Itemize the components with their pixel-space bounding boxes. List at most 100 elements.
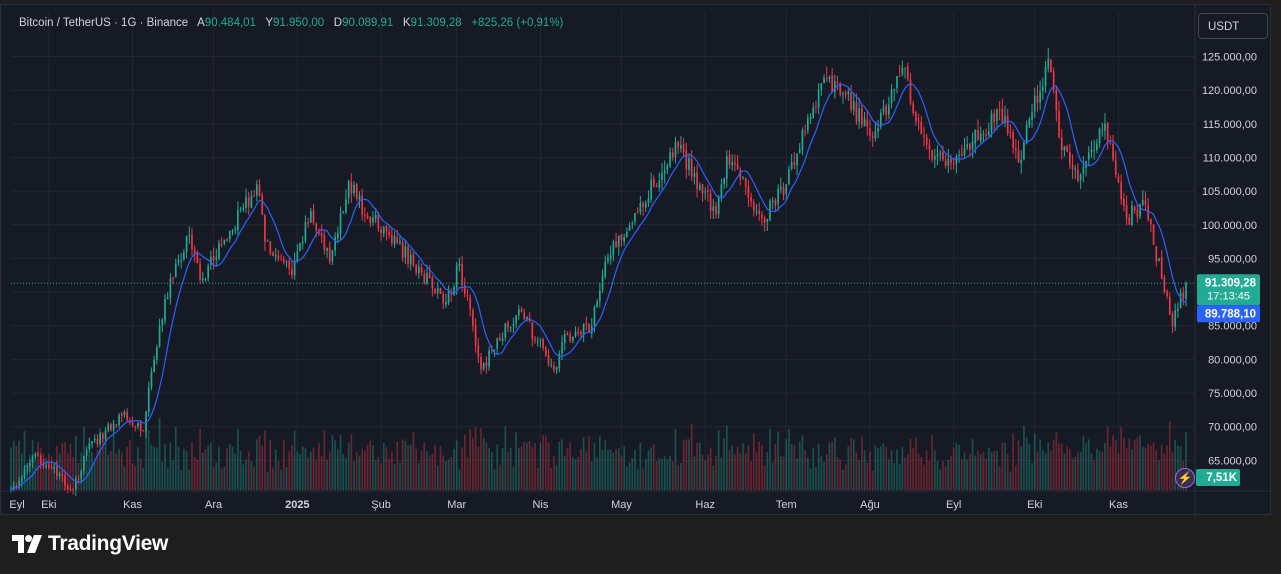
y-tick-label: 125.000,00 (1202, 51, 1257, 63)
candle-body (542, 339, 544, 349)
candle-body (671, 152, 674, 158)
volume-bar (663, 456, 666, 490)
candle-body (858, 108, 860, 122)
candle-body (428, 272, 431, 279)
volume-bar (393, 463, 396, 490)
volume-bar (126, 446, 128, 490)
x-tick-label: Kas (123, 499, 142, 511)
volume-bar (1106, 426, 1109, 490)
volume-bar (920, 457, 923, 490)
volume-bar (847, 446, 850, 490)
candle-body (752, 202, 755, 212)
volume-bar (1163, 453, 1166, 490)
candle-body (407, 246, 409, 264)
volume-bar (933, 450, 936, 490)
volume-bar (734, 454, 736, 490)
candle-body (1152, 224, 1155, 245)
candle-body (847, 91, 850, 95)
volume-bar (1028, 444, 1031, 490)
candle-body (207, 265, 210, 279)
candle-body (266, 240, 269, 242)
volume-bar (731, 445, 734, 490)
candle-body (193, 249, 196, 254)
candle-body (1050, 59, 1052, 73)
candle-body (112, 424, 115, 431)
volume-bar (85, 459, 88, 490)
volume-bar (866, 462, 869, 490)
candle-body (277, 255, 280, 259)
volume-bar (53, 464, 56, 490)
x-tick-label: Kas (1109, 499, 1128, 511)
candle-body (917, 120, 920, 122)
candle-body (391, 235, 393, 243)
candle-body (364, 215, 366, 217)
volume-bar (1036, 452, 1039, 490)
volume-bar (226, 448, 228, 490)
volume-bar (536, 467, 539, 490)
x-tick-label: Mar (447, 499, 466, 511)
volume-bar (463, 434, 466, 490)
candle-body (1136, 209, 1139, 217)
volume-bar (963, 452, 966, 490)
candle-body (210, 257, 212, 266)
volume-bar (299, 454, 301, 490)
candle-body (274, 254, 277, 257)
candle-body (588, 323, 590, 333)
volume-bar (404, 440, 407, 490)
volume-bar (1020, 446, 1023, 490)
volume-bar (952, 447, 955, 490)
candle-body (501, 338, 504, 341)
volume-bar (342, 454, 345, 490)
volume-bar (607, 449, 609, 490)
candle-body (118, 414, 120, 426)
candle-body (585, 322, 588, 325)
candle-body (674, 142, 677, 157)
candle-body (879, 112, 882, 127)
volume-bar (337, 449, 339, 490)
volume-bar (447, 459, 450, 490)
candle-body (215, 257, 218, 260)
volume-bar (453, 448, 455, 490)
volume-bar (345, 457, 347, 490)
volume-bar (523, 442, 526, 490)
volume-bar (682, 440, 685, 490)
candle-body (129, 421, 131, 423)
candle-body (31, 456, 34, 464)
volume-bar (66, 452, 69, 490)
candle-body (947, 158, 950, 166)
volume-bar (1160, 444, 1163, 490)
candle-body (820, 83, 823, 90)
volume-bar (931, 434, 933, 490)
volume-bar (102, 439, 104, 490)
candle-body (563, 334, 566, 344)
price-chart[interactable]: 65.000,00 70.000,00 75.000,00 80.000,00 85.0… (1, 5, 1272, 516)
candle-body (369, 216, 372, 224)
y-tick-label: 95.000,00 (1208, 253, 1257, 265)
volume-bar (161, 461, 164, 490)
change-value: +825,26 (+0,91%) (471, 17, 564, 29)
volume-bar (650, 447, 653, 490)
volume-bar (504, 426, 507, 490)
candle-body (1006, 116, 1009, 134)
currency-button[interactable]: USDT (1198, 13, 1268, 39)
volume-bar (744, 452, 747, 490)
flash-icon[interactable]: ⚡ (1175, 468, 1195, 488)
volume-bar (42, 453, 45, 490)
candle-body (569, 334, 571, 342)
chart-frame[interactable]: 65.000,00 70.000,00 75.000,00 80.000,00 85.0… (0, 4, 1272, 516)
volume-bar (620, 455, 623, 490)
candle-body (104, 430, 107, 440)
high-label: Y (265, 17, 274, 29)
volume-bar (628, 462, 631, 490)
volume-bar (47, 453, 50, 490)
tradingview-logo[interactable]: TradingView (12, 531, 168, 557)
volume-bar (247, 451, 250, 490)
candle-body (909, 79, 912, 104)
volume-bar (563, 455, 566, 490)
volume-bar (752, 433, 755, 490)
volume-bar (18, 440, 20, 490)
volume-bar (1025, 436, 1028, 490)
volume-bar (977, 450, 979, 490)
candle-body (550, 364, 553, 366)
volume-bar (750, 461, 752, 490)
